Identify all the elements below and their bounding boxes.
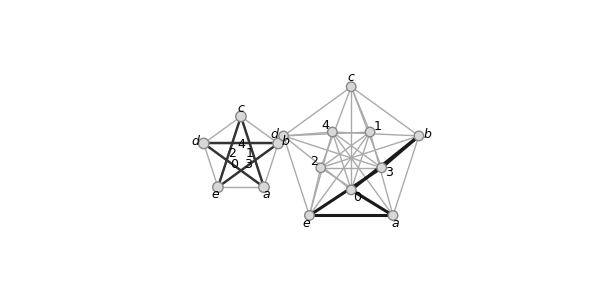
- Text: b: b: [424, 128, 432, 141]
- Text: d: d: [191, 135, 199, 148]
- Circle shape: [377, 163, 386, 172]
- Circle shape: [273, 138, 284, 149]
- Text: 3: 3: [244, 158, 252, 171]
- Circle shape: [199, 138, 209, 149]
- Text: c: c: [238, 102, 244, 115]
- Circle shape: [414, 131, 424, 141]
- Circle shape: [305, 211, 314, 220]
- Circle shape: [365, 127, 375, 137]
- Text: 4: 4: [237, 138, 245, 151]
- Circle shape: [279, 131, 288, 141]
- Text: a: a: [262, 188, 270, 201]
- Text: a: a: [391, 217, 399, 230]
- Text: 3: 3: [385, 166, 393, 179]
- Circle shape: [213, 182, 223, 192]
- Text: 4: 4: [322, 119, 330, 132]
- Circle shape: [316, 163, 326, 172]
- Text: 0: 0: [230, 158, 238, 171]
- Text: 1: 1: [246, 147, 254, 160]
- Circle shape: [388, 211, 398, 220]
- Circle shape: [347, 82, 356, 91]
- Text: 0: 0: [353, 191, 361, 204]
- Text: e: e: [211, 188, 219, 201]
- Text: e: e: [302, 217, 310, 230]
- Text: 2: 2: [309, 155, 318, 168]
- Circle shape: [259, 182, 269, 192]
- Text: c: c: [348, 71, 355, 84]
- Text: 2: 2: [228, 147, 236, 160]
- Circle shape: [347, 185, 356, 195]
- Text: 1: 1: [373, 120, 381, 132]
- Text: b: b: [282, 135, 290, 148]
- Circle shape: [236, 111, 246, 122]
- Text: d: d: [270, 128, 279, 141]
- Circle shape: [327, 127, 337, 137]
